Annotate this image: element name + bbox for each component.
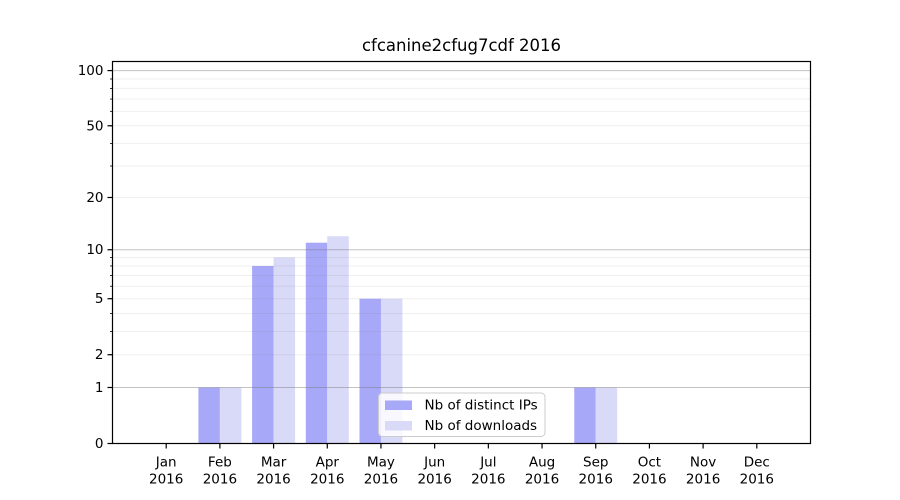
y-tick-label: 20	[86, 190, 103, 206]
chart-title: cfcanine2cfug7cdf 2016	[362, 36, 561, 55]
x-tick-label-month: Nov	[690, 455, 716, 471]
y-tick-label: 50	[86, 118, 103, 134]
bar-series0-may	[359, 298, 381, 444]
x-tick-label-year: 2016	[740, 472, 774, 488]
y-tick-label: 100	[78, 63, 104, 79]
x-tick-label-month: Jul	[479, 455, 496, 471]
x-tick-label-year: 2016	[471, 472, 505, 488]
x-tick-label-year: 2016	[525, 472, 559, 488]
bar-series0-mar	[252, 265, 274, 444]
bar-series1-feb	[219, 387, 242, 444]
x-tick-label-year: 2016	[632, 472, 666, 488]
bar-series0-apr	[305, 242, 328, 444]
x-tick-label-month: Dec	[744, 455, 770, 471]
x-tick-label-year: 2016	[417, 472, 451, 488]
gridlines	[112, 70, 811, 388]
x-tick-label-year: 2016	[203, 472, 237, 488]
legend: Nb of distinct IPs Nb of downloads	[378, 392, 546, 437]
x-tick-label-year: 2016	[364, 472, 398, 488]
x-tick-label-month: Oct	[638, 455, 661, 471]
x-tick-label-year: 2016	[579, 472, 613, 488]
x-tick-label-month: Mar	[261, 455, 287, 471]
x-tick-label-year: 2016	[256, 472, 290, 488]
y-tick-label: 5	[95, 291, 104, 307]
bar-series0-sep	[574, 387, 596, 444]
x-tick-label-year: 2016	[149, 472, 183, 488]
x-tick-label-month: Feb	[208, 455, 232, 471]
legend-swatch-series0	[385, 400, 412, 410]
axes-spines	[111, 60, 812, 445]
y-tick-label: 1	[95, 380, 104, 396]
legend-box	[378, 392, 546, 437]
bar-series1-apr	[327, 236, 349, 444]
bar-series1-mar	[273, 257, 296, 444]
legend-swatch-series1	[385, 421, 412, 431]
x-tick-label-year: 2016	[310, 472, 344, 488]
bar-series0-feb	[198, 387, 220, 444]
y-tick-label: 0	[95, 436, 104, 452]
x-tick-label-month: Jan	[155, 455, 177, 471]
bar-series1-sep	[595, 387, 618, 444]
x-axis: Jan2016Feb2016Mar2016Apr2016May2016Jun20…	[149, 443, 774, 488]
x-tick-label-month: Jun	[423, 455, 445, 471]
x-tick-label-month: May	[367, 455, 395, 471]
y-axis: 0 1 2 5 10 20 50 100	[78, 63, 113, 452]
legend-label-series1: Nb of downloads	[425, 418, 538, 434]
x-tick-label-year: 2016	[686, 472, 720, 488]
x-tick-label-month: Aug	[529, 455, 555, 471]
x-tick-label-month: Sep	[583, 455, 608, 471]
y-tick-label: 10	[86, 242, 103, 258]
legend-label-series0: Nb of distinct IPs	[425, 398, 538, 414]
y-tick-label: 2	[95, 347, 104, 363]
x-tick-label-month: Apr	[316, 455, 340, 471]
